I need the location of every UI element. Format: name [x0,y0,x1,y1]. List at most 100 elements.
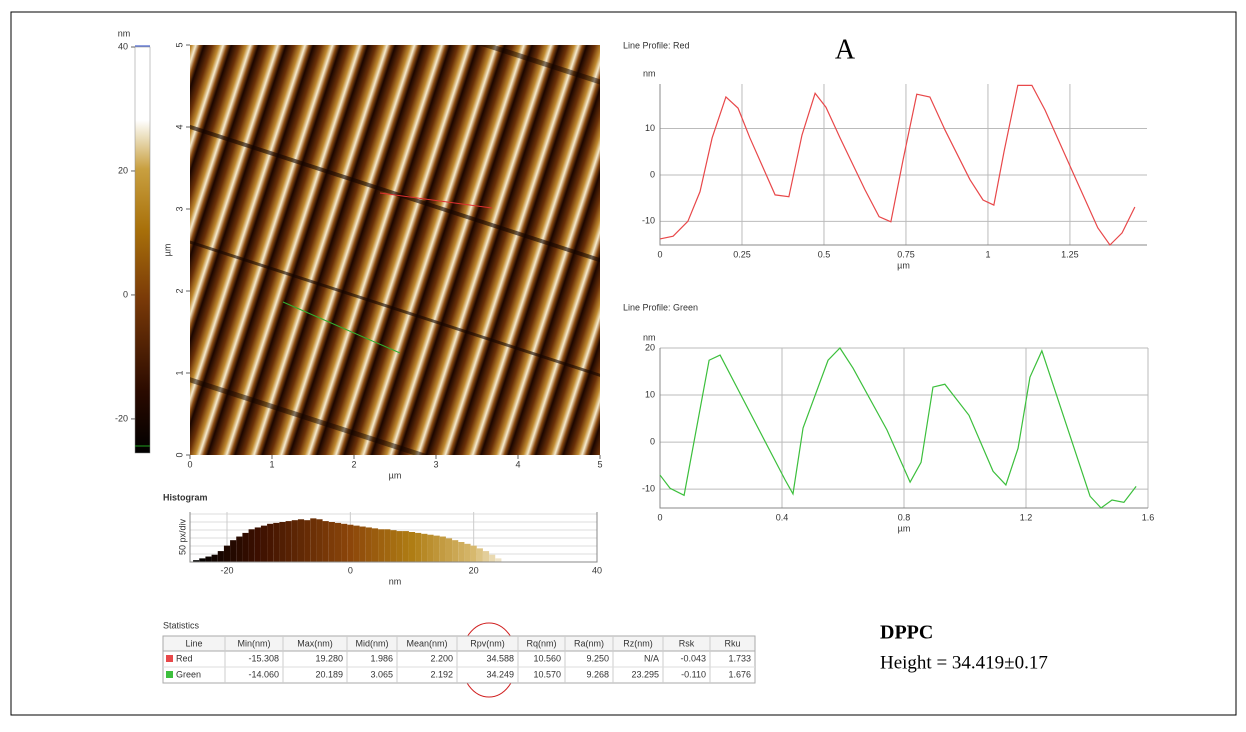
colorbar-unit: nm [118,28,131,38]
y-tick-label: 10 [645,389,655,399]
header-cell: Rz(nm) [623,638,653,648]
histogram-bar [390,530,397,562]
x-tick-label: 0 [187,459,192,469]
histogram-bar [285,521,292,562]
histogram-bar [242,532,249,562]
afm-image [190,45,600,455]
histogram-bar [452,540,459,562]
histogram-bar [378,529,385,562]
cell: 19.280 [315,653,343,663]
histogram-bar [402,531,409,562]
histogram-bar [384,529,391,562]
y-tick-label: -10 [642,216,655,226]
histogram-bar [365,527,372,562]
cell: N/A [644,653,659,663]
y-label: 50 px/div [177,518,187,555]
histogram-bar [464,543,471,562]
cell: 34.588 [486,653,514,663]
sample: DPPC [880,622,933,644]
histogram-bar [495,558,502,562]
x-tick-label: 0.5 [818,249,831,259]
histogram-bar [254,527,261,562]
x-label: µm [898,523,911,533]
histogram-bar [310,518,317,562]
tick-label: 40 [118,41,128,51]
axes [659,348,1148,509]
histogram-bar [427,534,434,562]
histogram-bar [217,551,224,562]
cell: 2.200 [430,653,453,663]
histogram-bar [260,525,268,562]
panel-label: A [835,34,856,65]
header-cell: Line [185,638,202,648]
y-tick-label: 5 [174,42,184,47]
x-tick-label: 4 [515,459,520,469]
x-tick-label: 1 [985,249,990,259]
header-cell: Mid(nm) [356,638,389,648]
histogram-bar [482,551,490,562]
x-tick-label: 0.8 [898,512,911,522]
histogram-bar [433,535,440,562]
x-tick-label: 0 [348,565,353,575]
x-label: µm [897,260,910,270]
y-tick-label: 4 [174,124,184,129]
cell: 10.560 [533,653,561,663]
cell: -0.043 [680,653,706,663]
histogram-bar [396,531,403,562]
histogram-bar [347,524,354,562]
cell: 1.733 [728,653,751,663]
histogram-bar [291,520,298,562]
histogram-bar [341,523,348,562]
histogram-bar [211,554,218,562]
frame [10,11,1237,716]
header-cell: Max(nm) [297,638,333,648]
header-cell: Rpv(nm) [470,638,505,648]
histogram-bar [421,533,428,562]
x-tick-label: 3 [433,459,438,469]
red-profile-line [379,192,493,209]
histogram-bar [236,536,243,562]
x-tick-label: 0.4 [776,512,789,522]
profile-line [659,84,1136,246]
height: Height = 34.419±0.17 [880,652,1048,673]
histogram-bar [267,523,274,562]
histogram-bar [205,556,212,562]
y-tick-label: 20 [645,342,655,352]
histogram-bar [199,558,206,562]
cell: 20.189 [315,669,343,679]
histogram-bar [489,554,496,562]
cell: 9.268 [586,669,609,679]
x-tick-label: 0 [657,512,662,522]
x-tick-label: -20 [220,565,233,575]
histogram-bar [193,560,200,562]
cell: 10.570 [533,669,561,679]
colorbar [134,46,151,454]
x-tick-label: 0.25 [733,249,751,259]
histogram-bar [359,526,366,562]
histogram-bar [248,529,255,562]
table-header [162,635,756,652]
y-tick-label: 1 [174,370,184,375]
y-tick-label: 2 [174,288,184,293]
histogram-bar [476,548,483,562]
x-tick-label: 0.75 [897,249,915,259]
y-tick-label: 0 [174,452,184,457]
profile-line [659,347,1137,509]
y-tick-label: 0 [650,169,655,179]
y-label: µm [162,244,172,257]
cell: 1.676 [728,669,751,679]
y-unit: nm [643,68,656,78]
header-cell: Ra(nm) [574,638,604,648]
histogram-bar [458,542,465,562]
tick-label: 0 [123,289,128,299]
histogram-bar [273,522,280,562]
cell: 1.986 [370,653,393,663]
green-profile-line [282,301,401,354]
cell: 23.295 [631,669,659,679]
cell: Green [176,669,201,679]
cell: 34.249 [486,669,514,679]
axes [189,512,598,563]
histogram-bar [408,532,416,562]
x-tick-label: 1 [269,459,274,469]
